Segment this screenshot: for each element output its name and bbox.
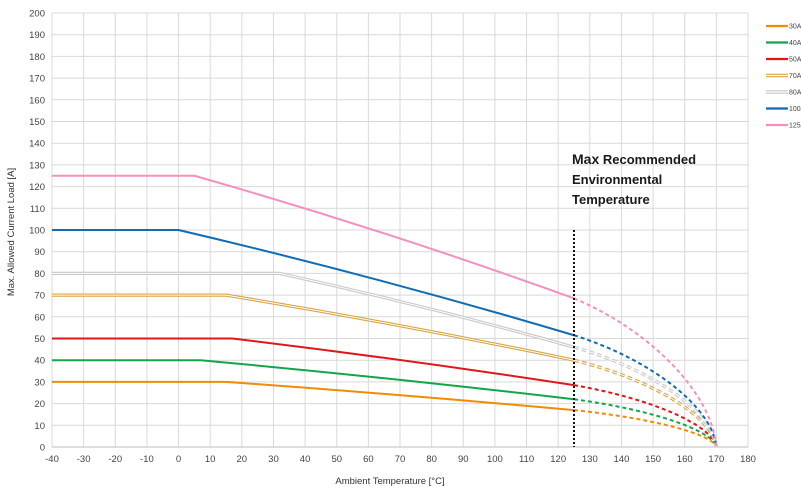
x-tick-label: -20 xyxy=(108,454,122,465)
legend-item-125A: 125A xyxy=(766,123,801,130)
y-tick-label: 110 xyxy=(30,204,45,215)
x-tick-label: 10 xyxy=(205,454,216,465)
x-tick-label: 80 xyxy=(426,454,437,465)
x-tick-label: 20 xyxy=(237,454,248,465)
x-tick-label: 70 xyxy=(395,454,406,465)
x-tick-label: 40 xyxy=(300,454,311,465)
y-tick-label: 130 xyxy=(29,160,45,171)
legend-item-30A: 30A xyxy=(766,24,801,31)
x-tick-label: 60 xyxy=(363,454,374,465)
y-tick-label: 0 xyxy=(40,443,45,454)
series-line-solid xyxy=(52,337,575,387)
series-70A xyxy=(52,293,718,448)
x-tick-label: 170 xyxy=(708,454,724,465)
series-line-solid-outer xyxy=(52,293,575,362)
series-100A xyxy=(52,229,718,448)
y-tick-label: 160 xyxy=(29,95,45,106)
series-80A xyxy=(52,271,718,448)
annotation-line-1: Max Recommended xyxy=(572,151,696,167)
legend: 30A 40A 50A 70A 80A 100A 125A xyxy=(766,24,801,130)
x-tick-label: 30 xyxy=(268,454,279,465)
legend-label: 50A xyxy=(789,57,801,64)
x-tick-label: -10 xyxy=(140,454,154,465)
y-tick-label: 170 xyxy=(29,74,45,85)
y-tick-label: 100 xyxy=(29,226,45,237)
y-axis-label: Max. Allowed Current Load [A] xyxy=(6,168,17,296)
x-tick-label: 90 xyxy=(458,454,469,465)
annotation-line-3: Temperature xyxy=(572,192,650,207)
y-tick-label: 200 xyxy=(29,9,45,20)
series-line-solid-inner xyxy=(52,294,575,361)
x-tick-label: 180 xyxy=(740,454,756,465)
series-line-solid xyxy=(52,380,575,412)
legend-label: 125A xyxy=(789,123,801,130)
series-line-dashed xyxy=(573,398,718,448)
y-tick-label: 90 xyxy=(34,247,45,258)
x-tick-label: 0 xyxy=(176,454,181,465)
series-line-solid-inner xyxy=(52,272,575,348)
y-tick-label: 80 xyxy=(34,269,45,280)
series-125A xyxy=(52,174,718,448)
x-tick-label: 110 xyxy=(519,454,534,465)
annotation: Max Recommended Environmental Temperatur… xyxy=(572,151,696,447)
legend-label: 100A xyxy=(789,106,801,113)
x-tick-labels: -40 -30 -20 -10 0 10 20 30 40 50 60 70 80 90 100 110 120… xyxy=(45,454,756,465)
legend-label: 80A xyxy=(789,90,801,97)
series-line-dashed xyxy=(573,334,718,448)
series-line-dashed-inner xyxy=(573,346,717,448)
series-line-dashed xyxy=(573,409,718,448)
y-tick-label: 120 xyxy=(29,182,45,193)
x-tick-label: 130 xyxy=(582,454,598,465)
x-tick-label: -40 xyxy=(45,454,59,465)
legend-label: 40A xyxy=(789,40,801,47)
x-tick-label: 100 xyxy=(487,454,503,465)
x-axis-label: Ambient Temperature [°C] xyxy=(335,476,444,487)
series-line-solid xyxy=(52,229,575,337)
x-tick-label: 120 xyxy=(550,454,566,465)
y-tick-label: 190 xyxy=(29,30,45,41)
x-tick-label: 140 xyxy=(614,454,630,465)
y-tick-label: 30 xyxy=(34,377,45,388)
series-line-dashed xyxy=(573,384,718,448)
series-40A xyxy=(52,359,718,448)
y-tick-label: 50 xyxy=(34,334,45,345)
y-tick-label: 150 xyxy=(29,117,45,128)
series-line-solid xyxy=(52,174,575,300)
legend-item-80A: 80A xyxy=(766,90,801,97)
y-tick-label: 60 xyxy=(34,312,45,323)
x-tick-label: 150 xyxy=(645,454,661,465)
y-tick-label: 20 xyxy=(34,399,45,410)
x-tick-label: 50 xyxy=(331,454,342,465)
legend-item-50A: 50A xyxy=(766,57,801,64)
x-tick-label: 160 xyxy=(677,454,693,465)
legend-item-100A: 100A xyxy=(766,106,801,113)
series-line-dashed-outer xyxy=(573,345,718,448)
y-tick-label: 10 xyxy=(34,421,45,432)
series-line-dashed xyxy=(573,297,718,448)
legend-item-70A: 70A xyxy=(766,73,801,80)
x-tick-label: -30 xyxy=(77,454,91,465)
legend-item-40A: 40A xyxy=(766,40,801,47)
grid xyxy=(51,12,749,448)
legend-label: 30A xyxy=(789,24,801,31)
series-30A xyxy=(52,380,718,448)
series-lines xyxy=(52,174,718,448)
annotation-line-2: Environmental xyxy=(572,172,662,187)
y-tick-label: 180 xyxy=(29,52,45,63)
y-tick-label: 40 xyxy=(34,356,45,367)
y-tick-label: 70 xyxy=(34,291,45,302)
y-tick-labels: 0 10 20 30 40 50 60 70 80 90 100 110 120 130 140 150 160… xyxy=(29,9,45,454)
legend-label: 70A xyxy=(789,73,801,80)
y-tick-label: 140 xyxy=(29,139,45,150)
series-50A xyxy=(52,337,718,448)
series-line-solid xyxy=(52,359,575,401)
